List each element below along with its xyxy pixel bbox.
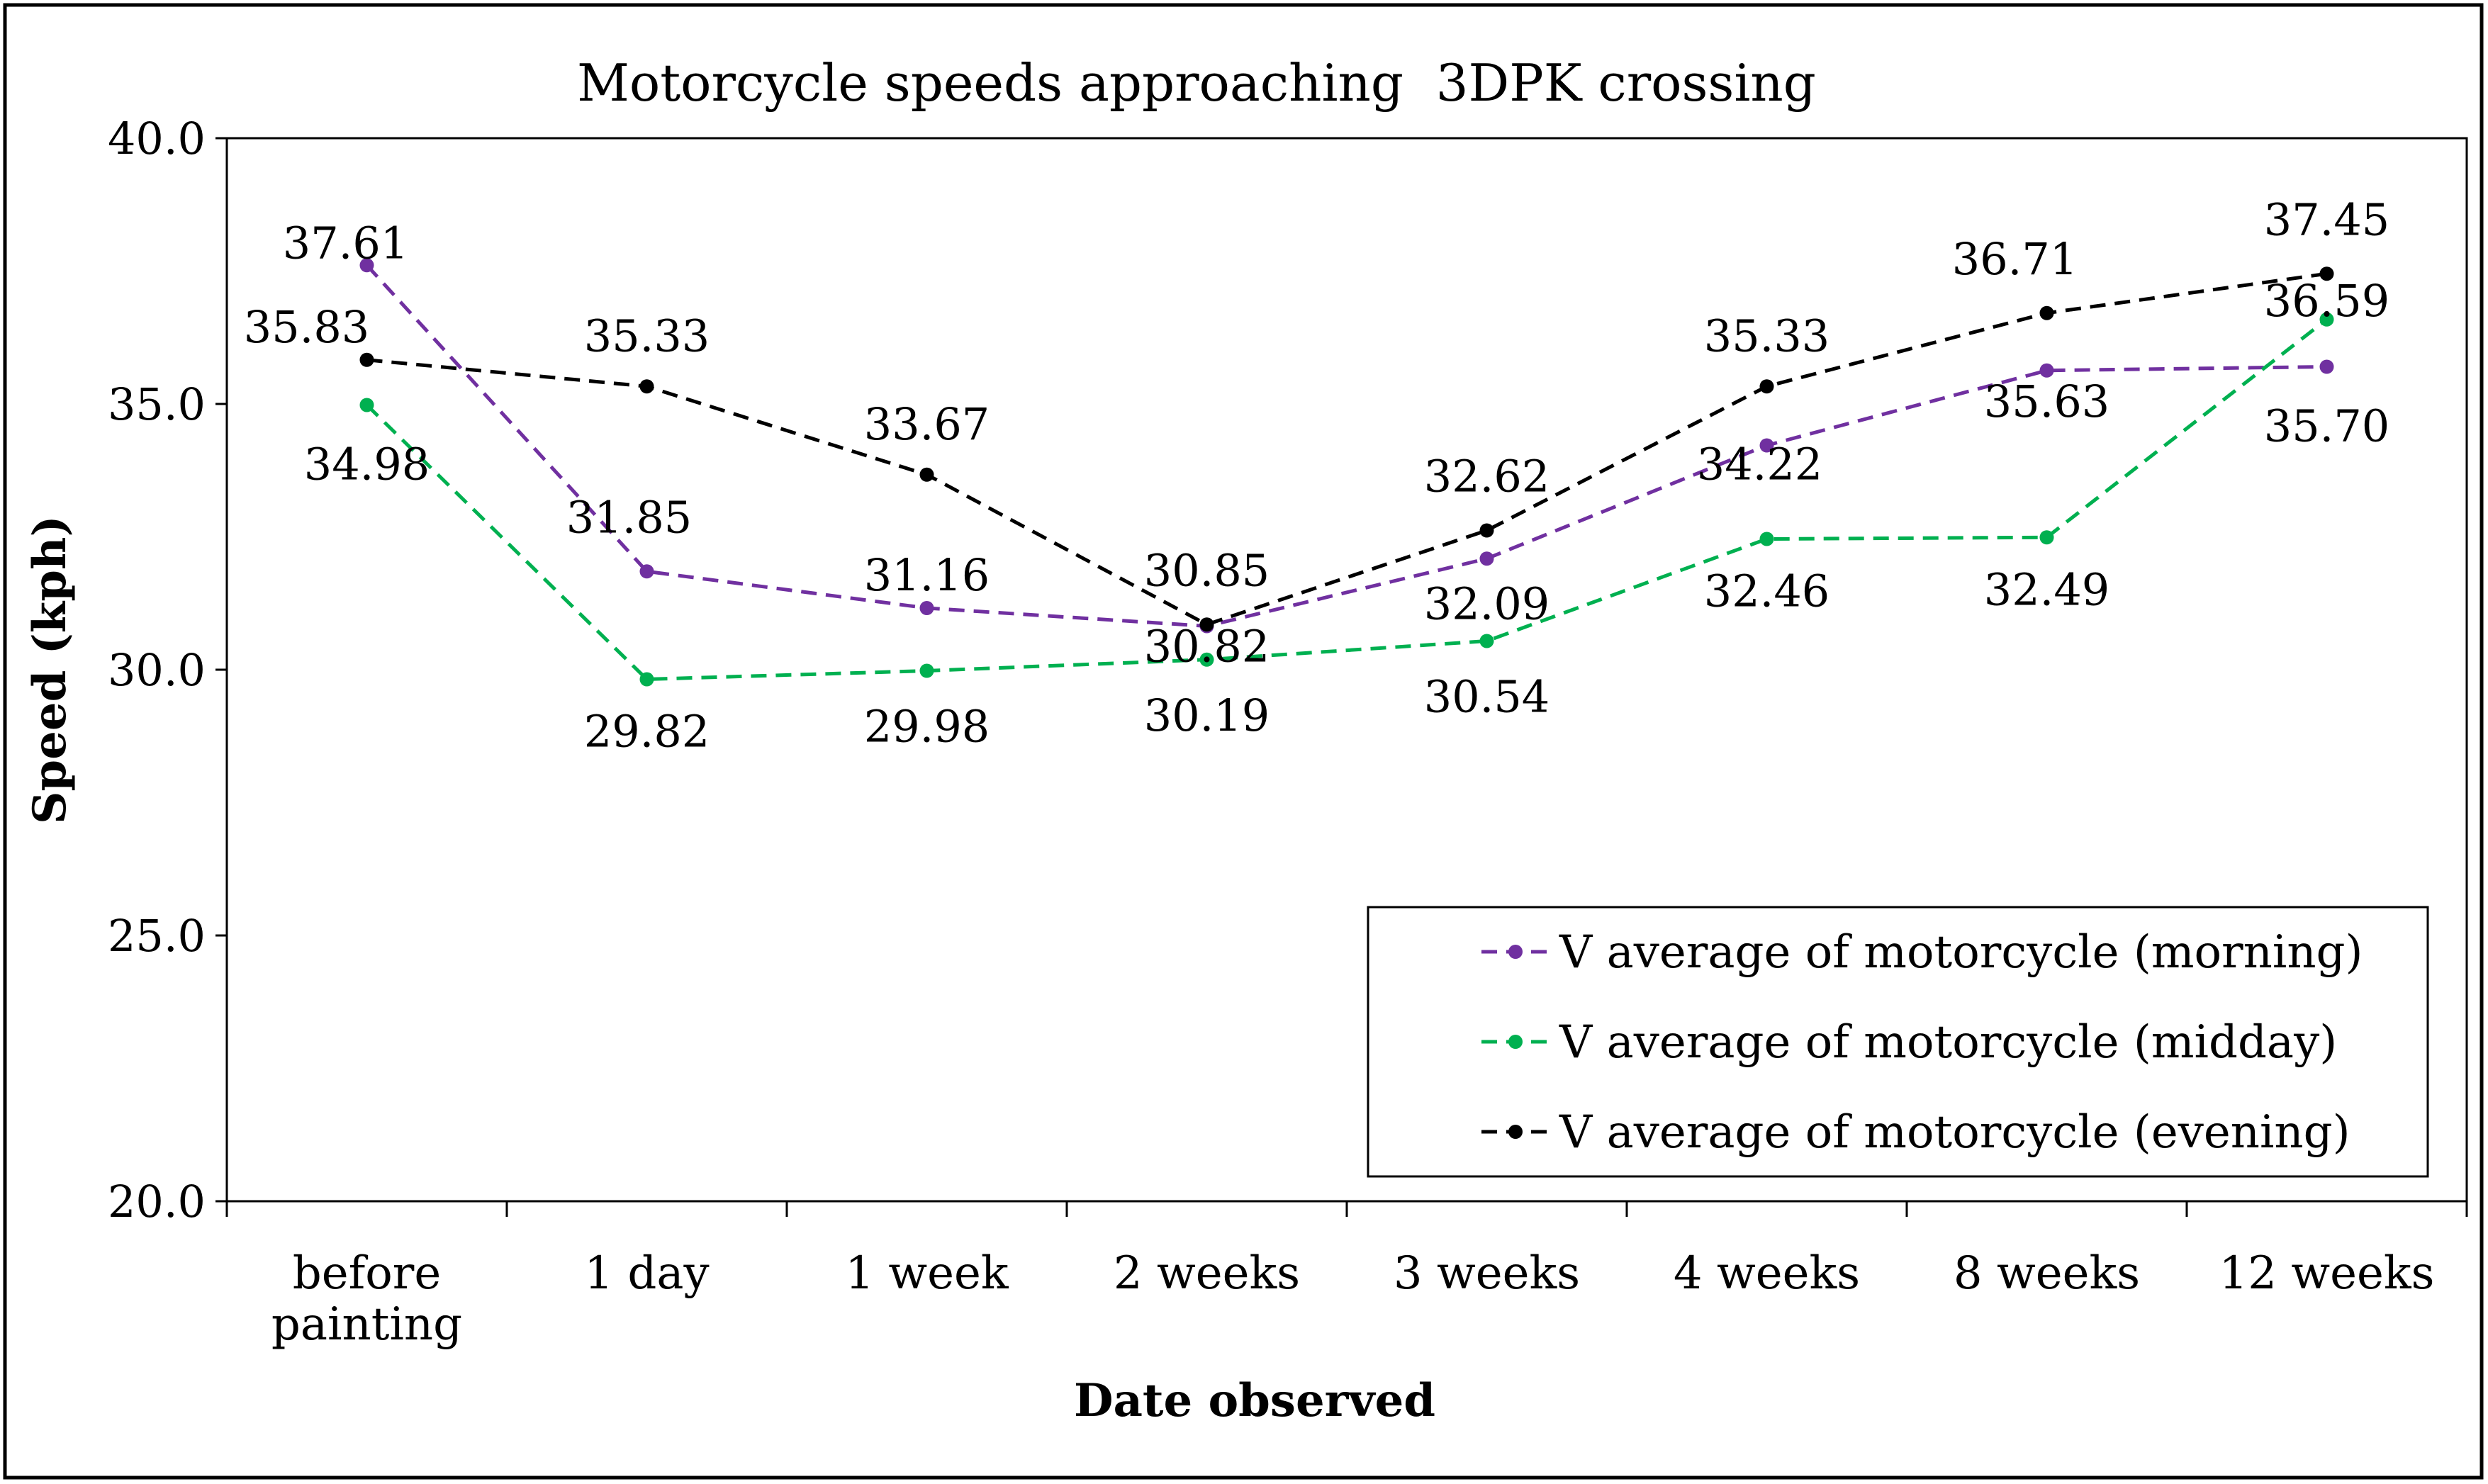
legend-label: V average of motorcycle (midday) — [1559, 1016, 2337, 1069]
x-tick-label: 1 week — [845, 1247, 1009, 1300]
legend-item: V average of motorcycle (morning) — [1481, 926, 2363, 979]
x-tick-label-group: 4 weeks — [1674, 1247, 1860, 1300]
data-point — [1759, 532, 1774, 546]
x-tick-label: 4 weeks — [1674, 1247, 1860, 1300]
data-label: 32.49 — [1984, 563, 2110, 615]
data-label: 29.98 — [864, 701, 990, 753]
data-label: 32.62 — [1424, 451, 1550, 502]
data-point — [2039, 363, 2054, 378]
series-layer — [359, 258, 2334, 687]
data-label: 35.70 — [2264, 400, 2390, 452]
data-label: 32.46 — [1704, 566, 1830, 617]
y-tick-label: 40.0 — [108, 113, 206, 164]
data-point — [359, 398, 374, 412]
data-point — [639, 672, 654, 687]
x-tick-label: 8 weeks — [1954, 1247, 2140, 1300]
data-label: 31.16 — [864, 549, 990, 601]
data-label: 34.22 — [1697, 439, 1823, 490]
data-label: 32.09 — [1424, 578, 1550, 629]
data-point — [919, 467, 934, 482]
data-label: 35.33 — [584, 310, 710, 361]
data-label: 36.71 — [1952, 233, 2078, 285]
data-point — [639, 564, 654, 579]
data-point — [1479, 634, 1494, 648]
x-tick-label-group: 8 weeks — [1954, 1247, 2140, 1300]
x-tick-label: painting — [271, 1298, 462, 1351]
y-axis: 20.0 25.0 30.0 35.0 40.0 — [108, 113, 227, 1227]
data-point — [2319, 312, 2334, 327]
x-tick-label: 3 weeks — [1394, 1247, 1580, 1300]
data-point — [359, 352, 374, 367]
legend-label: V average of motorcycle (evening) — [1559, 1106, 2350, 1159]
x-tick-label: before — [293, 1247, 442, 1300]
data-label: 30.82 — [1144, 621, 1270, 673]
data-label: 36.59 — [2264, 275, 2390, 327]
data-point — [2039, 305, 2054, 320]
x-tick-label: 12 weeks — [2219, 1247, 2435, 1300]
y-tick-label: 35.0 — [108, 378, 206, 430]
data-point — [1759, 379, 1774, 394]
data-point — [2319, 266, 2334, 281]
x-axis-title: Date observed — [1074, 1374, 1435, 1427]
data-point — [359, 258, 374, 273]
legend-swatch-marker — [1508, 945, 1523, 959]
data-labels: 37.61 31.85 31.16 30.82 32.09 34.22 35.63 35.70… — [244, 193, 2390, 757]
data-label: 35.83 — [244, 301, 370, 353]
data-point — [1479, 523, 1494, 538]
legend-item: V average of motorcycle (midday) — [1481, 1016, 2337, 1069]
x-tick-label: 2 weeks — [1114, 1247, 1300, 1300]
data-label: 31.85 — [566, 491, 693, 543]
data-point — [1199, 617, 1214, 632]
x-tick-label-group: 1 week — [845, 1247, 1009, 1300]
y-tick-label: 20.0 — [108, 1176, 206, 1227]
data-point — [1479, 551, 1494, 566]
data-point — [919, 663, 934, 678]
legend-swatch-marker — [1508, 1035, 1523, 1049]
y-axis-title: Speed (kph) — [23, 515, 77, 824]
series-line — [365, 264, 2327, 629]
data-point — [2039, 530, 2054, 545]
x-tick-label-group: 12 weeks — [2219, 1247, 2435, 1300]
data-label: 35.63 — [1984, 376, 2110, 427]
data-point — [1199, 652, 1214, 667]
y-tick-label: 30.0 — [108, 644, 206, 696]
data-label: 30.19 — [1144, 690, 1270, 741]
data-label: 35.33 — [1704, 310, 1830, 361]
data-label: 29.82 — [584, 706, 710, 758]
data-point — [2319, 359, 2334, 374]
data-point — [919, 601, 934, 615]
data-label: 33.67 — [864, 398, 990, 450]
data-label: 37.45 — [2264, 193, 2390, 245]
x-tick-label-group: 1 day — [584, 1247, 709, 1300]
data-label: 34.98 — [304, 439, 430, 490]
x-tick-label-group: 2 weeks — [1114, 1247, 1300, 1300]
data-point — [1759, 438, 1774, 453]
x-tick-label: 1 day — [584, 1247, 709, 1300]
chart-frame — [3, 3, 2484, 1480]
series-line — [366, 271, 2327, 626]
series-line — [365, 317, 2329, 682]
data-label: 30.85 — [1144, 544, 1270, 596]
legend-swatch-marker — [1508, 1125, 1523, 1139]
y-tick-label: 25.0 — [108, 910, 206, 962]
data-point — [639, 379, 654, 394]
legend-label: V average of motorcycle (morning) — [1559, 926, 2363, 979]
legend-item: V average of motorcycle (evening) — [1481, 1106, 2350, 1159]
legend: V average of motorcycle (morning) V avera… — [1367, 906, 2429, 1178]
chart-title: Motorcycle speeds approaching 3DPK cross… — [577, 53, 1816, 113]
data-label: 30.54 — [1424, 671, 1550, 723]
x-tick-label-group: 3 weeks — [1394, 1247, 1580, 1300]
data-label: 37.61 — [283, 217, 409, 269]
series-1 — [359, 312, 2334, 687]
series-2 — [359, 266, 2334, 632]
